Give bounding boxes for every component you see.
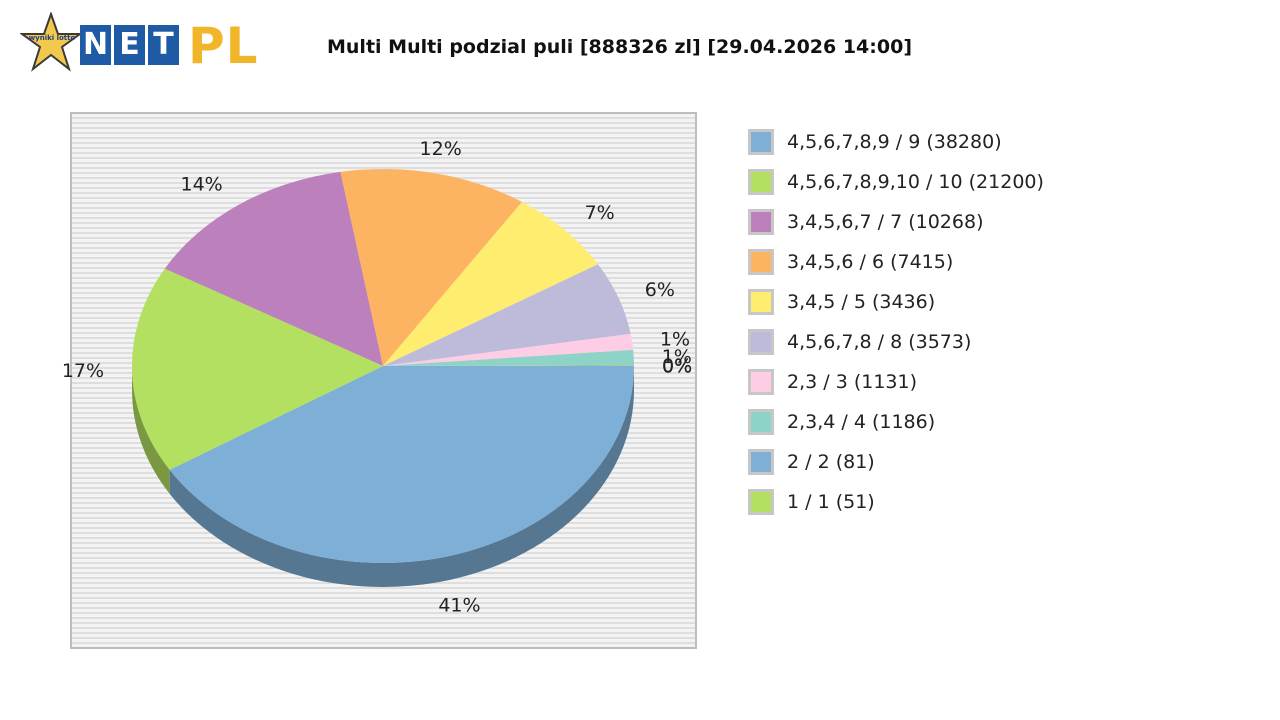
pie-slice [383,349,634,366]
legend-item: 4,5,6,7,8,9 / 9 (38280) [748,122,1044,162]
legend-swatch [748,369,774,395]
pie-slice [383,364,634,366]
legend-item: 2,3,4 / 4 (1186) [748,402,1044,442]
legend-label: 3,4,5,6,7 / 7 (10268) [787,211,984,233]
legend-label: 2 / 2 (81) [787,451,875,473]
logo-letter-t: T [148,25,179,65]
legend-item: 2,3 / 3 (1131) [748,362,1044,402]
legend-label: 4,5,6,7,8,9 / 9 (38280) [787,131,1002,153]
legend-swatch [748,449,774,475]
legend-label: 2,3,4 / 4 (1186) [787,411,936,433]
pie-slice-side [132,366,170,494]
legend: 4,5,6,7,8,9 / 9 (38280) 4,5,6,7,8,9,10 / … [748,122,1044,522]
slice-percent-label: 7% [585,202,615,224]
legend-label: 2,3 / 3 (1131) [787,371,918,393]
slice-percent-label: 12% [420,138,462,160]
slice-percent-label: 1% [660,329,690,351]
legend-swatch [748,129,774,155]
legend-swatch [748,329,774,355]
slice-percent-label: 0% [662,356,692,378]
slice-percent-label: 17% [62,360,104,382]
legend-swatch [748,289,774,315]
slice-percent-label: 6% [645,279,675,301]
logo-net: N E T [80,25,179,65]
slice-percent-label: 14% [180,173,222,195]
legend-item: 2 / 2 (81) [748,442,1044,482]
chart-title: Multi Multi podzial puli [888326 zl] [29… [327,36,913,58]
logo-letter-n: N [80,25,111,65]
pie-slice [383,264,631,366]
legend-label: 4,5,6,7,8 / 8 (3573) [787,331,972,353]
slice-percent-label: 41% [438,594,480,616]
logo-star-text: wyniki lotto [28,34,76,42]
pie-slice [340,169,522,366]
legend-label: 3,4,5 / 5 (3436) [787,291,936,313]
pie-slice [132,268,383,470]
slice-percent-label: 0% [662,355,692,377]
pie-slice [383,333,634,366]
pie-slice [383,201,598,366]
legend-swatch [748,169,774,195]
legend-item: 4,5,6,7,8 / 8 (3573) [748,322,1044,362]
legend-swatch [748,249,774,275]
star-logo-icon [20,12,82,72]
site-logo[interactable]: wyniki lotto N E T PL [20,12,265,75]
legend-swatch [748,209,774,235]
legend-swatch [748,409,774,435]
legend-item: 3,4,5,6,7 / 7 (10268) [748,202,1044,242]
legend-item: 3,4,5 / 5 (3436) [748,282,1044,322]
pie-slice [169,366,635,564]
legend-swatch [748,489,774,515]
legend-item: 4,5,6,7,8,9,10 / 10 (21200) [748,162,1044,202]
legend-label: 3,4,5,6 / 6 (7415) [787,251,954,273]
logo-letter-e: E [114,25,145,65]
legend-item: 1 / 1 (51) [748,482,1044,522]
legend-label: 1 / 1 (51) [787,491,875,513]
slice-percent-label: 1% [662,346,692,368]
legend-item: 3,4,5,6 / 6 (7415) [748,242,1044,282]
logo-pl: PL [188,17,259,75]
pie-slice [164,171,383,366]
pie-slice [383,365,634,366]
legend-label: 4,5,6,7,8,9,10 / 10 (21200) [787,171,1044,193]
